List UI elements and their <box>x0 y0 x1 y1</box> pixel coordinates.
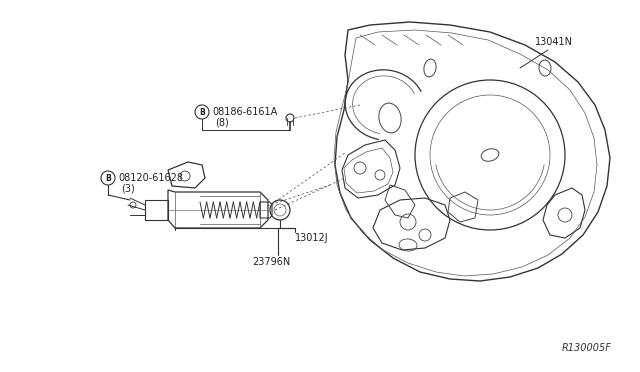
Text: (3): (3) <box>121 183 135 193</box>
Text: (8): (8) <box>215 117 228 127</box>
Text: 08186-6161A: 08186-6161A <box>212 107 277 117</box>
Text: 23796N: 23796N <box>252 257 291 267</box>
Text: B: B <box>199 108 205 116</box>
Text: 13041N: 13041N <box>535 37 573 47</box>
Text: R130005F: R130005F <box>562 343 612 353</box>
Text: 13012J: 13012J <box>295 233 328 243</box>
Text: B: B <box>105 173 111 183</box>
Text: 08120-61628: 08120-61628 <box>118 173 183 183</box>
